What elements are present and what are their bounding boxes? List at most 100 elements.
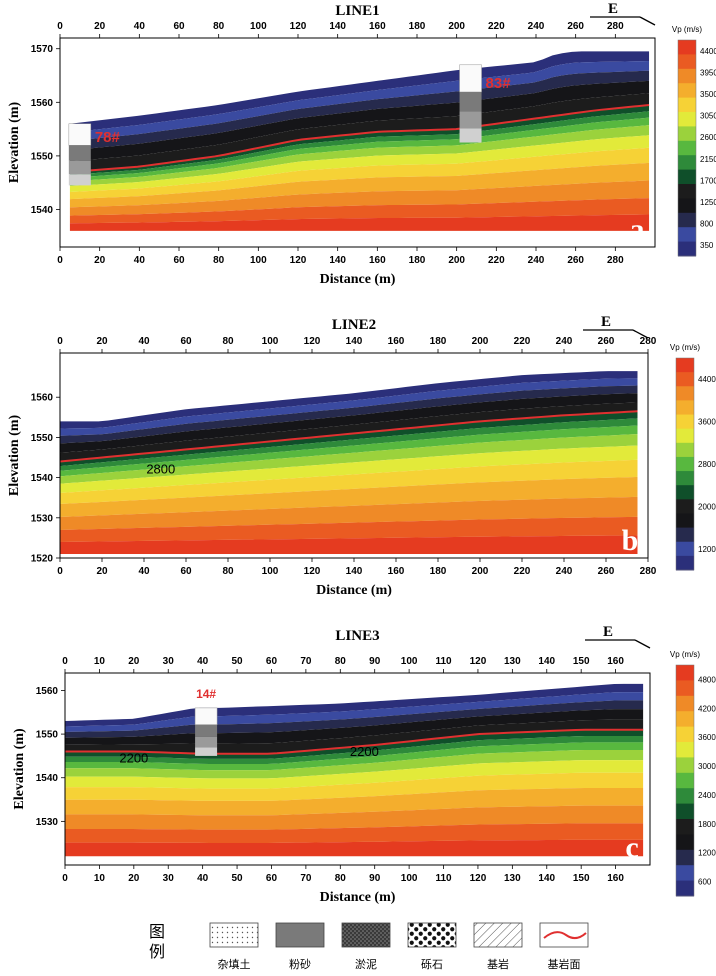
x-tick-label-top: 150 (573, 656, 590, 667)
legend-label: 淤泥 (355, 958, 377, 971)
velocity-layer (60, 385, 638, 444)
x-tick-label-top: 220 (488, 21, 505, 32)
x-tick-label: 140 (329, 255, 346, 266)
legend-item: 杂填土 (209, 922, 259, 971)
velocity-layer (60, 459, 638, 505)
x-tick-label: 200 (472, 566, 489, 577)
colorbar-segment (678, 140, 696, 156)
velocity-layer (69, 214, 650, 231)
x-tick-label: 220 (514, 566, 531, 577)
x-tick-label: 40 (197, 873, 209, 884)
colorbar-segment (678, 126, 696, 142)
x-tick-label-top: 20 (96, 336, 108, 347)
velocity-layer (60, 411, 638, 467)
borehole-label: 78# (95, 129, 121, 146)
x-tick-label-top: 240 (528, 21, 545, 32)
velocity-layer (65, 823, 644, 843)
x-tick-label: 260 (567, 255, 584, 266)
x-tick-label: 130 (504, 873, 521, 884)
x-tick-label: 200 (448, 255, 465, 266)
x-tick-label: 80 (213, 255, 225, 266)
velocity-layer (65, 805, 644, 830)
velocity-layer (60, 535, 638, 554)
x-tick-label: 50 (231, 873, 243, 884)
colorbar-segment (678, 212, 696, 228)
colorbar-segment (678, 184, 696, 199)
colorbar-tick-label: 2600 (700, 133, 716, 142)
velocity-layer (60, 425, 638, 477)
velocity-layer (65, 839, 644, 857)
legend-title: 例 (149, 942, 165, 961)
velocity-layer (65, 760, 644, 789)
bedrock-surface-line (69, 103, 650, 173)
x-tick-label-top: 130 (504, 656, 521, 667)
x-tick-label-top: 140 (538, 656, 555, 667)
y-axis-label: Elevation (m) (12, 728, 27, 810)
velocity-layer (65, 742, 644, 771)
velocity-layer (69, 61, 650, 142)
colorbar-segment (676, 772, 694, 789)
colorbar-tick-label: 3050 (700, 112, 716, 121)
colorbar-tick-label: 3000 (698, 762, 716, 771)
direction-label: E (603, 624, 613, 640)
colorbar: Vp (m/s) 4800 4200 3600 3000 2400 1800 1200 600 (670, 650, 716, 897)
velocity-layer (65, 736, 644, 764)
legend-label: 基岩 (487, 957, 509, 971)
velocity-layer (65, 729, 644, 759)
y-tick-label: 1550 (36, 730, 59, 741)
x-tick-label-top: 280 (640, 336, 657, 347)
x-tick-label-top: 220 (514, 336, 531, 347)
y-tick-label: 1530 (36, 817, 59, 828)
colorbar-segment (676, 803, 694, 820)
bedrock-surface-line (59, 410, 638, 463)
panel-letter: a (630, 213, 645, 246)
legend-label: 砾石 (421, 958, 443, 971)
y-tick-label: 1540 (31, 205, 54, 216)
x-tick-label: 120 (290, 255, 307, 266)
colorbar-segment (676, 788, 694, 805)
colorbar-segment (676, 834, 694, 851)
legend-label: 粉砂 (289, 958, 311, 971)
x-tick-label: 20 (128, 873, 140, 884)
x-tick-label: 0 (57, 255, 63, 266)
velocity-layer (69, 117, 650, 182)
x-tick-label-top: 200 (448, 21, 465, 32)
colorbar-segment (678, 97, 696, 113)
colorbar-segment (678, 112, 696, 127)
x-tick-label: 120 (304, 566, 321, 577)
panel-c: LINE3 E 2200 2200 14# 0 0 10 10 20 20 30 30 40 40 50 50 6… (12, 624, 716, 905)
colorbar-title: Vp (m/s) (670, 650, 701, 659)
x-tick-label: 280 (607, 255, 624, 266)
x-tick-label: 120 (470, 873, 487, 884)
y-tick-label: 1540 (36, 773, 59, 784)
velocity-layer (69, 135, 650, 193)
x-tick-label-top: 50 (231, 656, 243, 667)
legend-swatch (275, 922, 325, 948)
direction-arrow: E (590, 1, 656, 26)
colorbar-segment (676, 471, 694, 486)
legend-item: 基岩 (473, 922, 523, 971)
x-tick-label: 160 (607, 873, 624, 884)
x-tick-label-top: 20 (94, 21, 106, 32)
chart-title: LINE2 (332, 317, 376, 333)
x-tick-label: 20 (96, 566, 108, 577)
x-tick-label-top: 160 (369, 21, 386, 32)
velocity-layer (65, 787, 644, 816)
x-tick-label-top: 40 (138, 336, 150, 347)
x-tick-label: 40 (134, 255, 146, 266)
colorbar-tick-label: 600 (698, 878, 712, 887)
x-tick-label-top: 80 (335, 656, 347, 667)
colorbar-tick-label: 1700 (700, 176, 716, 185)
colorbar-segment (676, 726, 694, 743)
velocity-layer (69, 147, 650, 200)
x-tick-label-top: 90 (369, 656, 381, 667)
colorbar-tick-label: 1800 (698, 820, 716, 829)
chart-title: LINE1 (335, 3, 379, 19)
velocity-field (69, 51, 650, 231)
legend-title: 图 (149, 922, 165, 941)
x-tick-label: 30 (163, 873, 175, 884)
y-tick-label: 1550 (31, 433, 54, 444)
x-tick-label: 70 (300, 873, 312, 884)
x-tick-label: 0 (62, 873, 68, 884)
